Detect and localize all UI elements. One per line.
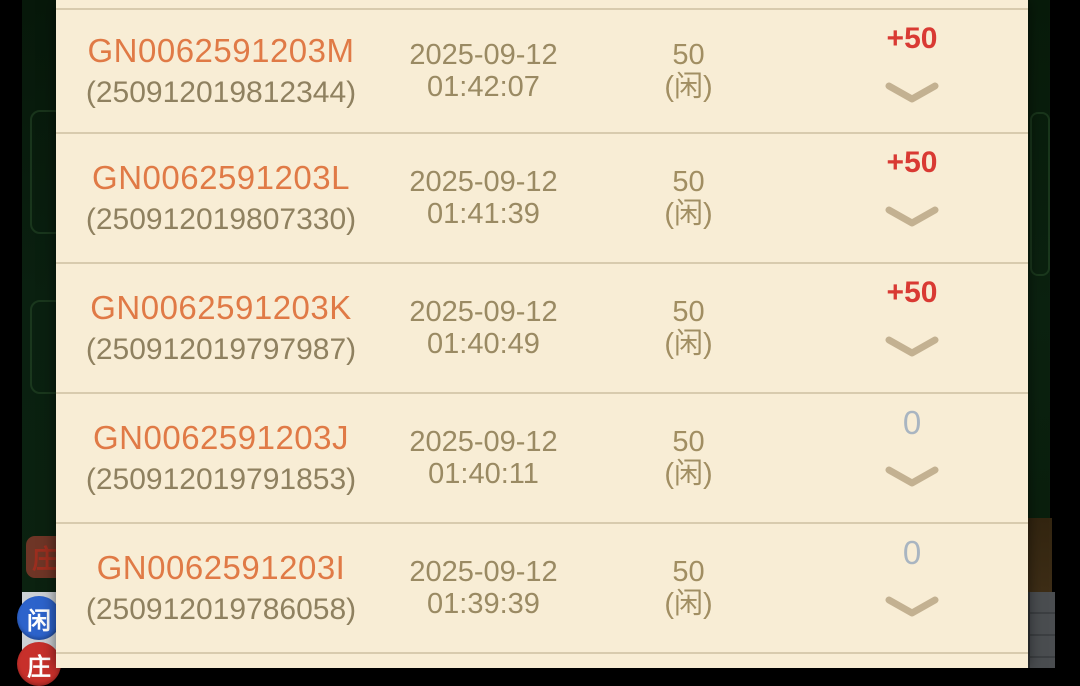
expand-row-button[interactable] [884,206,940,228]
result-amount: +50 [886,22,938,55]
order-id-cell: GN0062591203L (250912019807330) [56,156,386,240]
bet-cell: 50 (闲) [581,296,796,361]
bet-time: 01:42:07 [427,71,540,103]
bet-history-panel: GN0062591203M (250912019812344) 2025-09-… [56,0,1028,668]
bet-target: (闲) [664,457,713,490]
expand-row-button[interactable] [884,336,940,358]
serial-number: (250912019807330) [85,203,357,236]
order-id: GN0062591203K [90,289,352,326]
bet-amount: 50 [672,295,705,328]
bet-date: 2025-09-12 [409,426,558,458]
table-wood-rail-partial [1028,518,1052,592]
bet-time: 01:40:11 [428,458,539,490]
bet-date: 2025-09-12 [409,39,558,71]
bet-record-row[interactable]: GN0062591203J (250912019791853) 2025-09-… [56,394,1028,524]
result-cell: 0 [796,394,1028,522]
bet-time: 01:41:39 [427,198,540,230]
game-table-right-edge [1028,0,1050,518]
player-bet-chip-partial: 闲 [17,596,61,640]
chevron-down-icon [885,466,939,487]
result-amount: +50 [886,146,938,179]
bet-amount: 50 [672,425,705,458]
result-cell: +50 [796,134,1028,262]
bet-amount: 50 [672,38,705,71]
bet-target: (闲) [664,327,713,360]
bet-time: 01:39:39 [427,588,540,620]
order-id: GN0062591203J [92,419,350,456]
bet-amount: 50 [672,165,705,198]
bet-target: (闲) [664,587,713,620]
timestamp-cell: 2025-09-12 01:40:49 [386,296,581,360]
serial-number: (250912019786058) [85,593,357,626]
expand-row-button[interactable] [884,82,940,104]
order-id-cell: GN0062591203J (250912019791853) [56,416,386,500]
result-cell: +50 [796,10,1028,132]
result-amount: 0 [902,534,922,571]
bet-record-row[interactable]: GN0062591203I (250912019786058) 2025-09-… [56,524,1028,654]
bet-cell: 50 (闲) [581,556,796,621]
chevron-down-icon [885,336,939,357]
result-amount: 0 [902,404,922,441]
chevron-down-icon [885,596,939,617]
bet-cell: 50 (闲) [581,426,796,491]
bet-cell: 50 (闲) [581,39,796,104]
bet-target: (闲) [664,70,713,103]
bet-date: 2025-09-12 [409,556,558,588]
bet-record-row[interactable]: GN0062591203M (250912019812344) 2025-09-… [56,10,1028,134]
bet-record-row[interactable]: GN0062591203K (250912019797987) 2025-09-… [56,264,1028,394]
expand-row-button[interactable] [884,466,940,488]
order-id-cell: GN0062591203M (250912019812344) [56,29,386,113]
serial-number: (250912019797987) [85,333,357,366]
bet-record-row[interactable]: GN0062591203L (250912019807330) 2025-09-… [56,134,1028,264]
previous-row-clipped [56,0,1028,10]
bet-time: 01:40:49 [427,328,540,360]
bet-amount: 50 [672,555,705,588]
order-id: GN0062591203M [87,32,355,69]
expand-row-button[interactable] [884,596,940,618]
order-id-cell: GN0062591203K (250912019797987) [56,286,386,370]
order-id: GN0062591203I [96,549,346,586]
roadmap-grid-partial [1028,592,1055,668]
chevron-down-icon [885,82,939,103]
bet-target: (闲) [664,197,713,230]
banker-bet-chip-partial: 庄 [17,642,61,686]
order-id: GN0062591203L [92,159,350,196]
result-cell: +50 [796,264,1028,392]
order-id-cell: GN0062591203I (250912019786058) [56,546,386,630]
chevron-down-icon [885,206,939,227]
table-trim-decoration [1030,112,1050,276]
serial-number: (250912019812344) [85,76,357,109]
timestamp-cell: 2025-09-12 01:39:39 [386,556,581,620]
result-cell: 0 [796,524,1028,652]
bet-date: 2025-09-12 [409,166,558,198]
result-amount: +50 [886,276,938,309]
timestamp-cell: 2025-09-12 01:42:07 [386,39,581,103]
next-row-clipped [56,654,1028,660]
timestamp-cell: 2025-09-12 01:41:39 [386,166,581,230]
bet-cell: 50 (闲) [581,166,796,231]
bet-date: 2025-09-12 [409,296,558,328]
serial-number: (250912019791853) [85,463,357,496]
timestamp-cell: 2025-09-12 01:40:11 [386,426,581,490]
